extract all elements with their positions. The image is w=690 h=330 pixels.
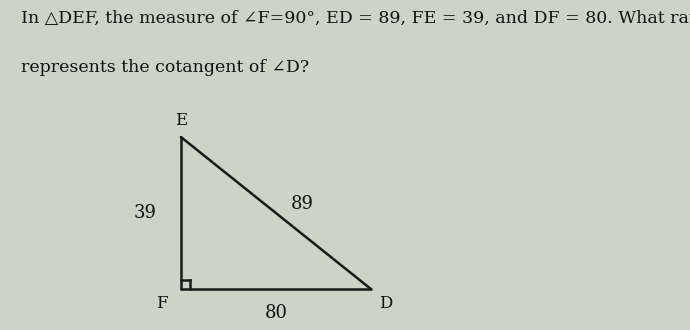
Text: F: F xyxy=(156,295,168,312)
Text: represents the cotangent of ∠D?: represents the cotangent of ∠D? xyxy=(21,59,309,77)
Text: 80: 80 xyxy=(264,304,288,322)
Text: In △DEF, the measure of ∠F=90°, ED = 89, FE = 39, and DF = 80. What ratio: In △DEF, the measure of ∠F=90°, ED = 89,… xyxy=(21,10,690,27)
Text: 89: 89 xyxy=(291,195,314,213)
Text: 39: 39 xyxy=(133,204,156,222)
Text: D: D xyxy=(379,295,392,312)
Text: E: E xyxy=(175,113,187,129)
